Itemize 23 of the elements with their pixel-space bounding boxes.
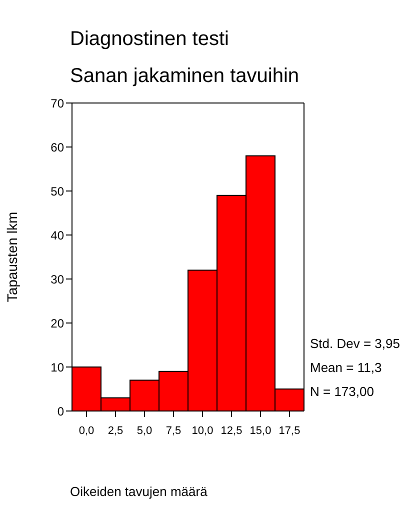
x-tick-label: 2,5 <box>108 425 124 438</box>
x-tick-label: 17,5 <box>278 425 300 438</box>
text: Mean = 11,3 <box>310 360 382 375</box>
x-tick-label: 7,5 <box>166 425 182 438</box>
text: Std. Dev = 3,95 <box>310 336 400 351</box>
y-tick-label: 60 <box>50 140 64 154</box>
x-tick-label: 15,0 <box>250 425 272 438</box>
y-tick-label: 0 <box>57 404 64 418</box>
x-tick-label: 12,5 <box>220 425 242 438</box>
y-axis-title: Tapausten lkm <box>4 212 20 302</box>
y-tick-label: 10 <box>50 360 64 374</box>
x-tick-label: 10,0 <box>192 425 214 438</box>
y-tick-label: 70 <box>50 96 64 110</box>
y-tick-label: 30 <box>50 272 64 286</box>
y-tick-label: 40 <box>50 228 64 242</box>
y-tick-label: 50 <box>50 184 64 198</box>
chart-title: Diagnostinen testi <box>70 28 229 51</box>
x-axis-title: Oikeiden tavujen määrä <box>70 484 208 499</box>
text: N = 173,00 <box>310 384 374 399</box>
chart-subtitle: Sanan jakaminen tavuihin <box>70 65 300 88</box>
y-tick-label: 20 <box>50 316 64 330</box>
x-tick-label: 5,0 <box>136 425 152 438</box>
x-tick-label: 0,0 <box>78 425 94 438</box>
